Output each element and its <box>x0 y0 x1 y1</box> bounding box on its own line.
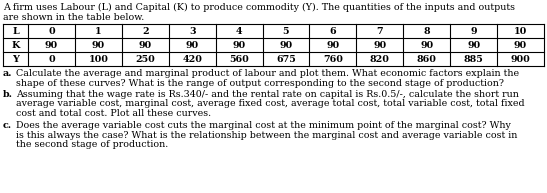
Text: 90: 90 <box>327 41 340 49</box>
Text: 90: 90 <box>232 41 246 49</box>
Text: 90: 90 <box>467 41 480 49</box>
Text: Y: Y <box>12 54 19 63</box>
Text: 5: 5 <box>283 26 289 36</box>
Text: b.: b. <box>3 90 13 99</box>
Text: shape of these curves? What is the range of output corresponding to the second s: shape of these curves? What is the range… <box>16 79 504 87</box>
Text: 10: 10 <box>514 26 527 36</box>
Text: 90: 90 <box>139 41 152 49</box>
Text: 2: 2 <box>142 26 149 36</box>
Text: the second stage of production.: the second stage of production. <box>16 140 168 149</box>
Text: Does the average variable cost cuts the marginal cost at the minimum point of th: Does the average variable cost cuts the … <box>16 121 511 130</box>
Text: 675: 675 <box>276 54 296 63</box>
Text: a.: a. <box>3 69 13 78</box>
Text: 420: 420 <box>182 54 202 63</box>
Text: L: L <box>12 26 19 36</box>
Text: average variable cost, marginal cost, average fixed cost, average total cost, to: average variable cost, marginal cost, av… <box>16 100 525 108</box>
Text: 1: 1 <box>95 26 102 36</box>
Text: 6: 6 <box>330 26 336 36</box>
Text: 8: 8 <box>423 26 430 36</box>
Text: 90: 90 <box>185 41 199 49</box>
Text: 90: 90 <box>280 41 293 49</box>
Text: are shown in the table below.: are shown in the table below. <box>3 13 144 22</box>
Text: 0: 0 <box>48 26 55 36</box>
Text: c.: c. <box>3 121 12 130</box>
Text: 4: 4 <box>236 26 242 36</box>
Text: 90: 90 <box>420 41 433 49</box>
Text: 820: 820 <box>370 54 390 63</box>
Text: 900: 900 <box>511 54 531 63</box>
Text: 250: 250 <box>136 54 155 63</box>
Text: Calculate the average and marginal product of labour and plot them. What economi: Calculate the average and marginal produ… <box>16 69 519 78</box>
Text: Assuming that the wage rate is Rs.340/- and the rental rate on capital is Rs.0.5: Assuming that the wage rate is Rs.340/- … <box>16 90 519 99</box>
Text: 90: 90 <box>373 41 386 49</box>
Text: A firm uses Labour (L) and Capital (K) to produce commodity (Y). The quantities : A firm uses Labour (L) and Capital (K) t… <box>3 3 515 12</box>
Text: 3: 3 <box>189 26 195 36</box>
Text: 0: 0 <box>48 54 55 63</box>
Text: is this always the case? What is the relationship between the marginal cost and : is this always the case? What is the rel… <box>16 130 517 140</box>
Text: 90: 90 <box>514 41 527 49</box>
Text: 885: 885 <box>464 54 484 63</box>
Text: 9: 9 <box>470 26 477 36</box>
Text: 560: 560 <box>229 54 249 63</box>
Text: cost and total cost. Plot all these curves.: cost and total cost. Plot all these curv… <box>16 109 211 118</box>
Text: 7: 7 <box>376 26 383 36</box>
Text: 90: 90 <box>45 41 58 49</box>
Text: K: K <box>11 41 20 49</box>
Text: 760: 760 <box>323 54 343 63</box>
Text: 860: 860 <box>417 54 437 63</box>
Text: 90: 90 <box>92 41 105 49</box>
Text: 100: 100 <box>89 54 108 63</box>
